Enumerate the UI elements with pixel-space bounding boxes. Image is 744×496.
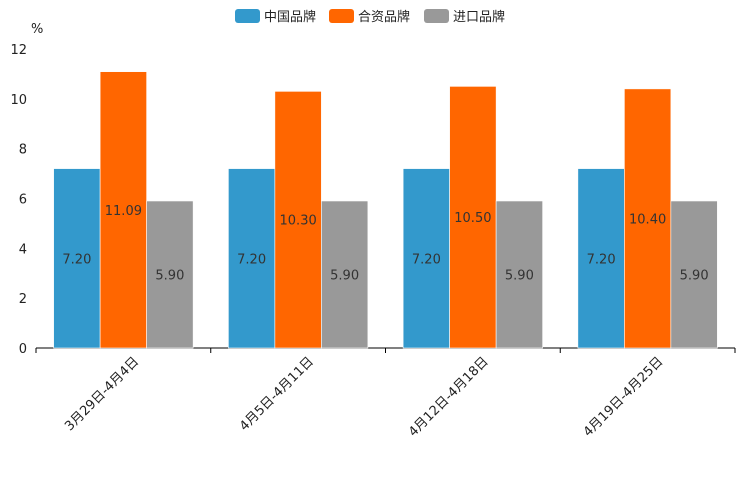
x-tick-label: 4月5日-4月11日	[237, 354, 317, 434]
y-tick-label: 4	[19, 242, 27, 257]
y-tick-label: 12	[10, 43, 27, 58]
y-tick-label: 10	[10, 93, 27, 108]
bar	[624, 88, 672, 349]
bar	[53, 168, 101, 349]
y-tick-label: 6	[19, 193, 27, 208]
legend-label: 合资品牌	[358, 9, 410, 25]
x-tick-label: 4月12日-4月18日	[406, 354, 492, 440]
legend-label: 中国品牌	[264, 9, 316, 25]
y-tick-label: 8	[19, 143, 27, 158]
y-axis: 0 2 4 6 8 10 12	[10, 43, 27, 357]
x-axis: 3月29日-4月4日 4月5日-4月11日 4月12日-4月18日 4月19日-4月2…	[35, 347, 736, 440]
bar-value-label: 5.90	[680, 268, 709, 283]
bar-value-label: 5.90	[330, 268, 359, 283]
legend-item[interactable]: 合资品牌	[329, 9, 410, 25]
bar-value-label: 10.50	[454, 211, 491, 226]
bar-value-label: 10.30	[280, 214, 317, 229]
legend: 中国品牌 合资品牌 进口品牌	[235, 9, 505, 25]
bars: 7.20 11.09 5.90 7.20 10.30 5.90 7.20 10.50 5.90 7…	[53, 71, 718, 349]
bar	[274, 91, 322, 349]
x-tick-label: 3月29日-4月4日	[62, 354, 142, 434]
bar-value-label: 5.90	[155, 268, 184, 283]
legend-swatch	[235, 9, 260, 23]
bar-value-label: 5.90	[505, 268, 534, 283]
bar-value-label: 7.20	[237, 252, 266, 267]
bar	[321, 200, 369, 349]
bar	[495, 200, 543, 349]
legend-label: 进口品牌	[453, 9, 505, 25]
bar	[402, 168, 450, 349]
bar-value-label: 7.20	[587, 252, 616, 267]
y-axis-unit-label: %	[31, 22, 43, 37]
y-tick-label: 2	[19, 292, 27, 307]
y-tick-label: 0	[19, 342, 27, 357]
bar	[146, 200, 194, 349]
bar-value-label: 10.40	[629, 212, 666, 227]
bar	[449, 86, 497, 349]
bar	[228, 168, 276, 349]
bar-value-label: 7.20	[412, 252, 441, 267]
bar-value-label: 11.09	[105, 204, 142, 219]
x-tick-label: 4月19日-4月25日	[581, 354, 667, 440]
legend-swatch	[329, 9, 354, 23]
legend-item[interactable]: 中国品牌	[235, 9, 316, 25]
bar	[577, 168, 625, 349]
legend-item[interactable]: 进口品牌	[424, 9, 505, 25]
bar-value-label: 7.20	[62, 252, 91, 267]
bar	[670, 200, 718, 349]
legend-swatch	[424, 9, 449, 23]
